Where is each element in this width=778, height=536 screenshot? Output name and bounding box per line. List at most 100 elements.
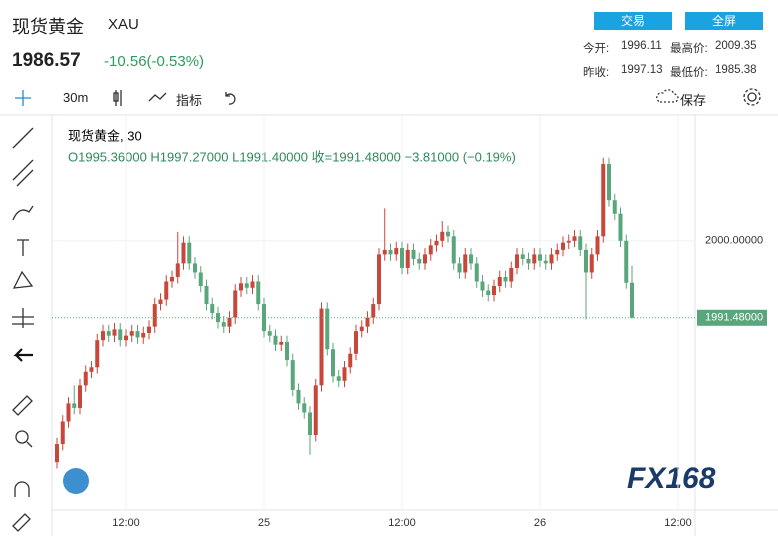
x-tick-label: 12:00 <box>388 517 416 529</box>
candle-body <box>296 389 301 404</box>
candle-body <box>566 240 571 243</box>
candle-body <box>411 249 416 259</box>
candle-body <box>273 335 278 345</box>
candle-body <box>250 281 255 288</box>
candle-body <box>601 164 606 237</box>
toolbar-icons <box>12 88 761 532</box>
candle-body <box>509 267 514 282</box>
candle-body <box>233 290 238 318</box>
candle-body <box>607 164 611 201</box>
candle-body <box>221 322 226 327</box>
candle-body <box>463 254 468 273</box>
candle-body <box>78 385 82 408</box>
candle-body <box>549 254 554 264</box>
candle-body <box>578 236 583 250</box>
indicators[interactable]: 指标 <box>176 93 203 108</box>
candle-body <box>101 331 105 341</box>
candle-body <box>555 249 560 255</box>
candle-body <box>423 254 427 264</box>
candle-body <box>572 236 577 241</box>
candle-body <box>267 331 272 336</box>
stat-label: 昨收: <box>583 67 610 79</box>
candle-body <box>227 317 232 327</box>
candle-body <box>624 240 629 283</box>
candle-body <box>612 200 617 214</box>
candle-body <box>520 254 525 259</box>
candle-body <box>285 342 289 361</box>
candle-body <box>486 290 491 296</box>
candle-body <box>239 283 243 291</box>
y-tick-label: 2000.00000 <box>705 235 763 247</box>
candle-body <box>526 258 531 264</box>
candle-body <box>170 276 174 282</box>
candle-body <box>66 403 71 422</box>
candle-body <box>106 331 111 336</box>
candle-body <box>630 282 634 318</box>
legend-ohlc: O1995.36000 H1997.27000 L1991.40000 收=19… <box>68 149 516 164</box>
candle-body <box>354 331 358 354</box>
legend-name: 现货黄金, 30 <box>68 128 142 143</box>
candle-body <box>348 353 353 368</box>
candle-body <box>158 299 163 305</box>
candle-body <box>446 231 450 237</box>
candle-body <box>434 240 439 246</box>
candle-body <box>428 245 433 255</box>
candle-body <box>152 304 157 327</box>
fullscreen-button[interactable]: 全屏 <box>685 12 763 30</box>
candle-body <box>457 263 462 273</box>
candle-body <box>124 335 128 341</box>
x-tick-label: 25 <box>258 517 270 529</box>
candle-body <box>342 367 347 381</box>
candle-body <box>371 304 376 318</box>
stat-label: 最高价: <box>670 43 708 55</box>
candle-body <box>515 254 519 268</box>
x-tick-label: 12:00 <box>112 517 140 529</box>
candle-body <box>325 308 330 350</box>
candle-body <box>55 444 59 463</box>
trade-button[interactable]: 交易 <box>594 12 672 30</box>
stat-value: 1985.38 <box>715 64 757 76</box>
candle-body <box>319 308 324 386</box>
candle-body <box>417 258 422 264</box>
candle-body <box>394 248 399 255</box>
logo <box>63 468 89 494</box>
candle-body <box>313 385 318 436</box>
candle-body <box>474 263 479 282</box>
candle-body <box>193 263 197 273</box>
candle-body <box>377 254 381 305</box>
change: -10.56(-0.53%) <box>104 53 205 70</box>
candle-body <box>382 249 387 255</box>
candle-body <box>618 213 623 241</box>
last-price-label: 1991.48000 <box>705 312 763 324</box>
stat-value: 2009.35 <box>715 40 757 52</box>
candle-body <box>210 304 215 314</box>
candle-body <box>262 304 266 332</box>
candle-body <box>89 367 94 372</box>
candle-body <box>187 242 192 264</box>
stat-label: 今开: <box>583 43 610 55</box>
candle-body <box>451 236 456 264</box>
candle-body <box>532 254 537 264</box>
candle-body <box>584 249 588 273</box>
candle-body <box>331 349 335 377</box>
candle-body <box>400 248 404 268</box>
candle-body <box>112 329 117 336</box>
candle-body <box>118 329 123 341</box>
candle-body <box>595 236 600 255</box>
candle-body <box>204 286 209 305</box>
candle-body <box>95 340 100 368</box>
candle-body <box>290 360 295 390</box>
x-tick-label: 26 <box>534 517 546 529</box>
candle-body <box>336 376 341 381</box>
candle-body <box>302 403 307 413</box>
title: 现货黄金 <box>12 17 84 37</box>
save[interactable]: 保存 <box>680 93 707 108</box>
candle-body <box>129 331 134 336</box>
interval[interactable]: 30m <box>63 90 89 105</box>
candle-body <box>440 231 445 241</box>
stat-value: 1997.13 <box>621 64 663 76</box>
last-price-box <box>697 309 767 326</box>
x-tick-label: 12:00 <box>664 517 692 529</box>
candle-body <box>469 254 473 264</box>
